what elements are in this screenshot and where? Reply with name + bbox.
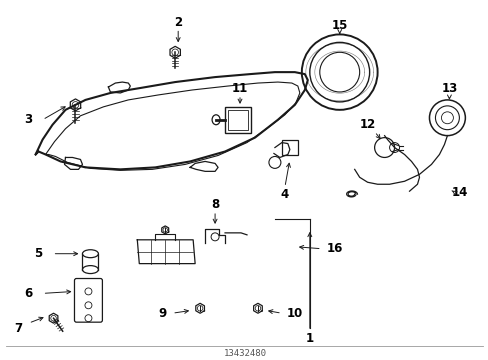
Bar [224,107,250,132]
Text: 5: 5 [34,247,42,260]
Text: 12: 12 [359,118,375,131]
Text: 13432480: 13432480 [223,350,266,359]
Text: 16: 16 [326,242,342,255]
Text: 2: 2 [174,16,182,29]
Text: 14: 14 [450,186,467,199]
Text: 3: 3 [24,113,33,126]
Text: 11: 11 [231,81,247,95]
Bar [227,110,247,130]
Text: 4: 4 [280,188,288,201]
Text: 13: 13 [440,81,457,95]
Text: 1: 1 [305,332,313,345]
Text: 8: 8 [210,198,219,211]
Text: 6: 6 [24,287,33,300]
Text: 7: 7 [15,321,22,334]
Bar [281,140,297,156]
Text: 15: 15 [331,19,347,32]
Text: 10: 10 [286,307,303,320]
Text: 9: 9 [158,307,166,320]
